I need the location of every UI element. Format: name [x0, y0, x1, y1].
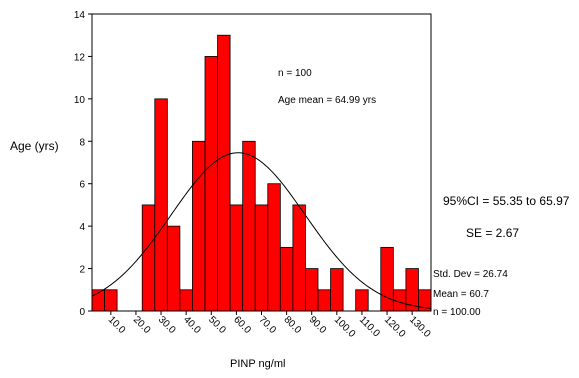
x-tick-label: 130.0	[407, 314, 433, 340]
y-tick-label: 6	[79, 180, 85, 191]
x-tick-label: 100.0	[332, 314, 358, 340]
histogram-bar	[204, 56, 218, 312]
histogram-bar	[254, 204, 269, 312]
histogram-bar	[305, 268, 319, 312]
x-tick-label: 60.0	[231, 314, 253, 336]
annotation-age-mean: Age mean = 64.99 yrs	[278, 95, 376, 106]
annotation-n: n = 100	[278, 68, 312, 79]
y-axis-label: Age (yrs)	[10, 139, 59, 153]
x-tick-label: 40.0	[181, 314, 203, 336]
y-tick-label: 12	[74, 52, 86, 63]
histogram-bar	[192, 140, 206, 312]
stat-n: n = 100.00	[433, 307, 481, 318]
y-tick-label: 14	[74, 10, 86, 21]
histogram-bar	[179, 289, 193, 312]
x-tick-label: 80.0	[281, 314, 303, 336]
x-tick-label: 120.0	[382, 314, 408, 340]
stat-std-dev: Std. Dev = 26.74	[433, 269, 508, 280]
histogram-bar	[292, 204, 306, 312]
histogram-bar	[154, 98, 168, 312]
x-axis-label: PINP ng/ml	[230, 358, 285, 370]
x-tick-label: 90.0	[307, 314, 329, 336]
annotation-se: SE = 2.67	[466, 226, 519, 240]
y-tick-label: 4	[79, 222, 85, 233]
histogram-bar	[217, 34, 231, 312]
histogram-bar	[355, 289, 369, 312]
x-tick-label: 20.0	[131, 314, 153, 336]
normal-curve	[91, 152, 432, 309]
x-tick-label: 70.0	[256, 314, 278, 336]
histogram-bar	[166, 225, 181, 312]
histogram-bar	[229, 204, 244, 312]
histogram-bar	[279, 246, 294, 312]
x-tick-label: 50.0	[206, 314, 228, 336]
y-tick-label: 8	[79, 137, 85, 148]
histogram-bar	[317, 289, 331, 312]
x-tick-label: 110.0	[357, 314, 382, 339]
stat-mean: Mean = 60.7	[433, 289, 489, 300]
histogram-bar	[380, 246, 394, 312]
histogram-bar	[242, 140, 256, 312]
histogram-bar	[104, 289, 118, 312]
y-tick-label: 2	[79, 265, 85, 276]
annotation-ci: 95%CI = 55.35 to 65.97	[443, 194, 570, 208]
x-tick-label: 30.0	[156, 314, 178, 336]
y-tick-label: 10	[74, 95, 86, 106]
histogram-bar	[267, 183, 281, 312]
x-tick-label: 10.0	[106, 314, 128, 336]
y-tick-label: 0	[79, 307, 85, 318]
histogram-bar	[141, 204, 156, 312]
histogram-bar	[330, 268, 344, 312]
